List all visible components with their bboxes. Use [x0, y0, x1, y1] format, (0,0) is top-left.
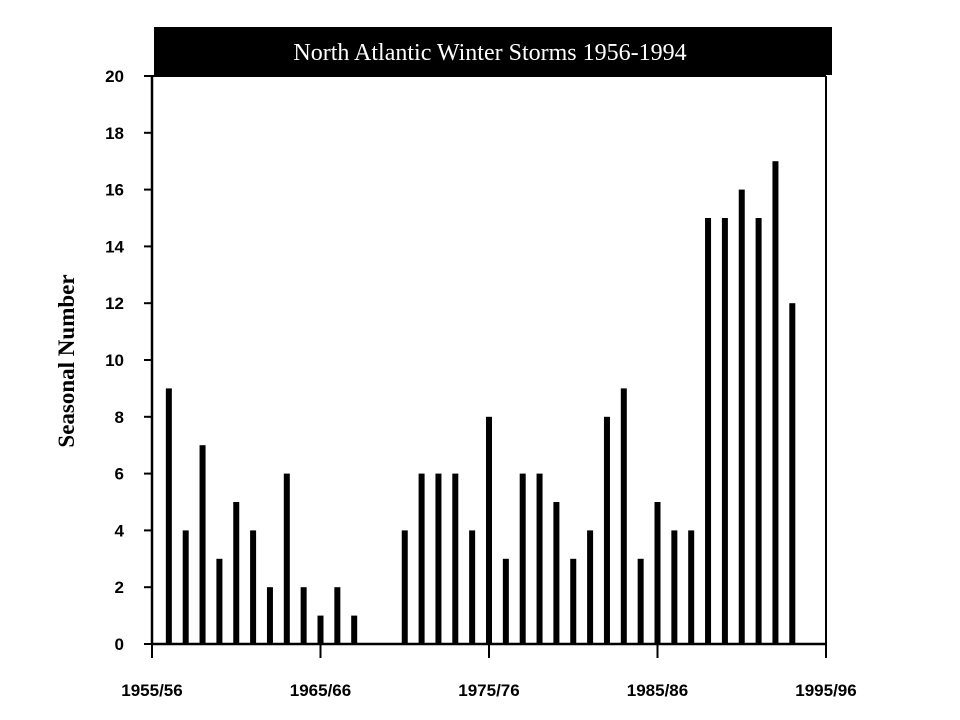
bar	[536, 473, 543, 644]
y-tick-label: 12	[105, 294, 124, 313]
plot-area: 0 2 4 6 8 10 12 14 16 18 20 1955/56 1965/66 1975/76 19…	[105, 67, 857, 700]
bar	[486, 416, 492, 644]
chart-title: North Atlantic Winter Storms 1956-1994	[293, 40, 686, 66]
bar	[789, 303, 796, 644]
y-tick-label: 20	[105, 67, 124, 86]
bar	[250, 530, 257, 644]
y-tick-label: 10	[105, 351, 124, 370]
x-tick-label: 1965/66	[290, 681, 351, 700]
y-tick-label: 18	[105, 124, 124, 143]
bar	[603, 416, 610, 644]
y-tick-label: 16	[105, 181, 124, 200]
y-tick-label: 2	[115, 578, 124, 597]
bar	[233, 502, 240, 644]
bar	[351, 615, 358, 644]
bar	[570, 558, 577, 644]
title-background	[154, 27, 832, 75]
y-tick-label: 6	[115, 465, 124, 484]
y-axis-label: Seasonal Number	[54, 274, 79, 447]
bar	[671, 530, 678, 644]
bar	[772, 161, 779, 644]
x-tick-label: 1955/56	[121, 681, 182, 700]
bar	[755, 218, 762, 644]
bar	[435, 473, 442, 644]
bar	[182, 530, 189, 644]
bar	[688, 530, 695, 644]
bar	[587, 530, 594, 644]
bar	[553, 502, 560, 644]
x-tick-label: 1985/86	[627, 681, 688, 700]
bar	[401, 530, 408, 644]
bar	[654, 502, 661, 644]
x-tick-label: 1975/76	[458, 681, 519, 700]
bar	[165, 388, 172, 644]
bar	[519, 473, 526, 644]
bar	[738, 189, 745, 644]
y-tick-label: 14	[105, 237, 124, 256]
x-tick-label: 1995/96	[795, 681, 856, 700]
bar	[199, 445, 206, 644]
bar	[705, 218, 712, 644]
y-tick-label: 0	[115, 635, 124, 654]
bar	[418, 473, 425, 644]
bar	[637, 558, 644, 644]
y-tick-label: 8	[115, 408, 124, 427]
bar	[452, 473, 459, 644]
bar	[216, 558, 223, 644]
bar	[502, 558, 509, 644]
chart-title-banner: North Atlantic Winter Storms 1956-1994	[154, 27, 832, 75]
bar	[317, 615, 324, 644]
bar	[266, 587, 273, 644]
bar	[469, 530, 476, 644]
bar	[283, 473, 290, 644]
bar	[300, 587, 307, 644]
bar	[620, 388, 627, 644]
bar	[334, 587, 341, 644]
bar	[721, 218, 728, 644]
y-tick-label: 4	[115, 521, 125, 540]
